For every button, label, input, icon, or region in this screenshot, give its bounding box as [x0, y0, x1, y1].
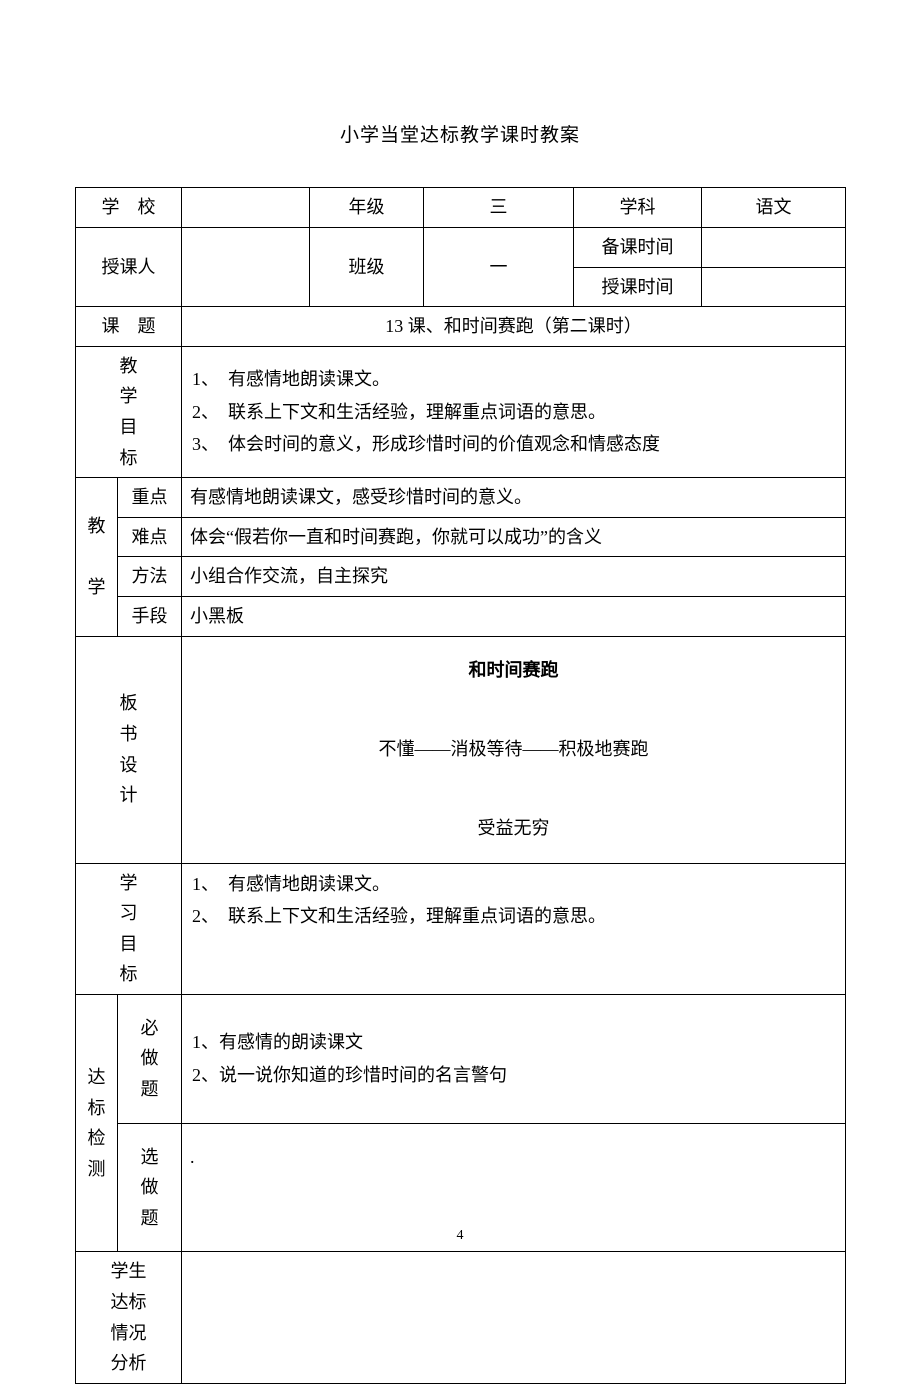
- value-learning-obj: 1、 有感情地朗读课文。 2、 联系上下文和生活经验，理解重点词语的意思。: [182, 863, 846, 994]
- page-number: 4: [0, 1228, 920, 1244]
- label-teaching-side: 教 学: [76, 478, 118, 636]
- value-teach-time: [702, 267, 846, 307]
- value-method: 小组合作交流，自主探究: [182, 557, 846, 597]
- label-means: 手段: [118, 596, 182, 636]
- label-assessment: 达 标 检 测: [76, 994, 118, 1252]
- label-school: 学 校: [76, 188, 182, 228]
- value-board: 和时间赛跑 不懂——消极等待——积极地赛跑 受益无穷: [182, 636, 846, 863]
- label-teacher: 授课人: [76, 228, 182, 307]
- value-objectives: 1、 有感情地朗读课文。 2、 联系上下文和生活经验，理解重点词语的意思。 3、…: [182, 346, 846, 477]
- label-learning-obj: 学 习 目 标: [76, 863, 182, 994]
- value-subject: 语文: [702, 188, 846, 228]
- label-topic: 课 题: [76, 307, 182, 347]
- label-difficulty: 难点: [118, 517, 182, 557]
- lesson-plan-table: 学 校 年级 三 学科 语文 授课人 班级 一 备课时间 授课时间 课 题 13…: [75, 187, 846, 1384]
- label-prep-time: 备课时间: [574, 228, 702, 268]
- label-teach-time: 授课时间: [574, 267, 702, 307]
- value-class: 一: [424, 228, 574, 307]
- label-grade: 年级: [310, 188, 424, 228]
- value-means: 小黑板: [182, 596, 846, 636]
- document-title: 小学当堂达标教学课时教案: [75, 120, 845, 147]
- label-subject: 学科: [574, 188, 702, 228]
- label-board: 板 书 设 计: [76, 636, 182, 863]
- value-keypoint: 有感情地朗读课文，感受珍惜时间的意义。: [182, 478, 846, 518]
- label-required: 必 做 题: [118, 994, 182, 1123]
- value-difficulty: 体会“假若你一直和时间赛跑，你就可以成功”的含义: [182, 517, 846, 557]
- value-school: [182, 188, 310, 228]
- label-keypoint: 重点: [118, 478, 182, 518]
- value-topic: 13 课、和时间赛跑（第二课时）: [182, 307, 846, 347]
- value-grade: 三: [424, 188, 574, 228]
- label-student-analysis: 学生 达标 情况 分析: [76, 1252, 182, 1383]
- value-student-analysis: [182, 1252, 846, 1383]
- value-required: 1、有感情的朗读课文 2、说一说你知道的珍惜时间的名言警句: [182, 994, 846, 1123]
- label-objectives: 教 学 目 标: [76, 346, 182, 477]
- label-method: 方法: [118, 557, 182, 597]
- value-prep-time: [702, 228, 846, 268]
- value-teacher: [182, 228, 310, 307]
- label-class: 班级: [310, 228, 424, 307]
